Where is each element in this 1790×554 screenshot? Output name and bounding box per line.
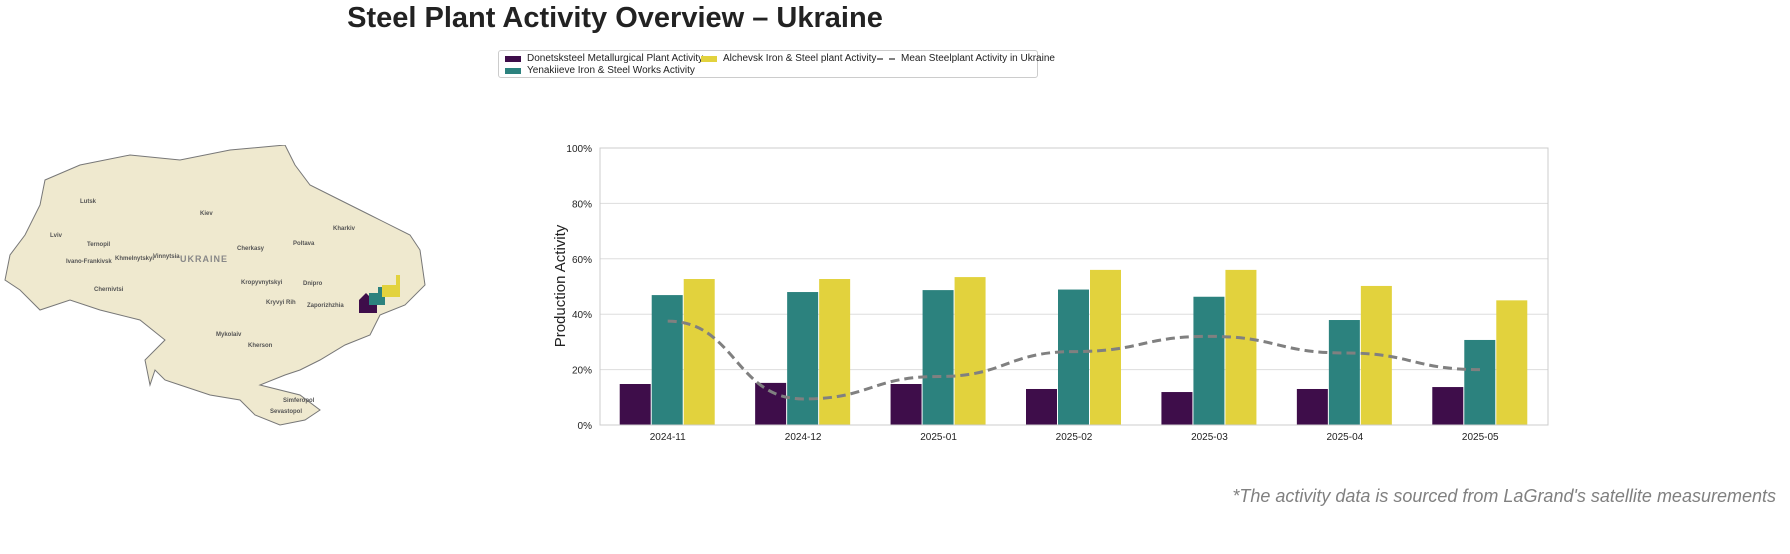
city-label: Kherson	[248, 343, 273, 349]
y-tick-label: 100%	[566, 144, 592, 155]
legend-item-yenakiieve: Yenakiieve Iron & Steel Works Activity	[505, 65, 695, 76]
legend-dash	[877, 57, 895, 60]
x-tick-label: 2024-12	[785, 432, 822, 443]
plot-frame	[599, 147, 1549, 426]
x-tick-label: 2025-01	[920, 432, 957, 443]
city-label: Vinnytsia	[153, 254, 180, 260]
legend-label: Mean Steelplant Activity in Ukraine	[901, 53, 1055, 64]
legend-label: Yenakiieve Iron & Steel Works Activity	[527, 65, 695, 76]
bar-yenakiieve	[651, 295, 683, 425]
city-label: Dnipro	[303, 281, 323, 287]
x-tick-label: 2025-02	[1056, 432, 1093, 443]
bar-alchevsk	[819, 279, 851, 425]
legend-swatch	[505, 55, 521, 62]
city-label: Ternopil	[87, 242, 111, 248]
legend-item-mean: Mean Steelplant Activity in Ukraine	[877, 53, 1055, 64]
city-label: Lutsk	[80, 199, 97, 205]
bar-donetsksteel	[619, 384, 651, 425]
legend-swatch	[701, 55, 717, 62]
city-label: Kropyvnytskyi	[241, 280, 283, 286]
city-label: Poltava	[293, 241, 315, 247]
city-label: Lviv	[50, 233, 63, 239]
bar-yenakiieve	[922, 290, 954, 425]
legend-label: Donetsksteel Metallurgical Plant Activit…	[527, 53, 704, 64]
city-label: Kiev	[200, 211, 213, 217]
factory-icon-alchevsk	[382, 275, 400, 297]
footnote: *The activity data is sourced from LaGra…	[1232, 486, 1776, 506]
x-tick-label: 2024-11	[650, 432, 686, 443]
bar-yenakiieve	[1328, 320, 1360, 425]
city-label: Chernivtsi	[94, 287, 124, 293]
bar-alchevsk	[1225, 269, 1257, 425]
x-tick-label: 2025-03	[1191, 432, 1228, 443]
mean-line	[667, 319, 1481, 401]
bar-donetsksteel	[890, 384, 922, 425]
ukraine-map: Lutsk Kiev Kharkiv Lviv Ternopil Khmelny…	[4, 145, 426, 426]
bar-yenakiieve	[1193, 296, 1225, 425]
country-label: UKRAINE	[180, 254, 228, 264]
x-tick-label: 2025-05	[1462, 432, 1499, 443]
city-label: Khmelnytskyi	[115, 256, 154, 262]
city-label: Sevastopol	[270, 409, 302, 415]
city-label: Mykolaiv	[216, 332, 242, 338]
x-tick-label: 2025-04	[1327, 432, 1364, 443]
y-tick-label: 60%	[572, 255, 592, 266]
city-label: Kharkiv	[333, 226, 356, 232]
y-tick-label: 40%	[572, 310, 592, 321]
bar-alchevsk	[1496, 300, 1528, 425]
bar-chart: 0% 20% 40% 60% 80% 100% 2024-11 2024-12 2025-01 2…	[552, 144, 1549, 443]
city-label: Zaporizhzhia	[307, 303, 344, 309]
bar-alchevsk	[1090, 269, 1121, 425]
ukraine-outline	[4, 145, 426, 426]
bar-donetsksteel	[1296, 388, 1328, 425]
legend-swatch	[505, 67, 521, 74]
bar-yenakiieve	[1058, 289, 1089, 425]
bar-donetsksteel	[755, 382, 787, 425]
bar-alchevsk	[954, 277, 986, 425]
city-label: Kryvyi Rih	[266, 300, 296, 306]
page-title: Steel Plant Activity Overview – Ukraine	[347, 2, 883, 34]
bar-donetsksteel	[1161, 392, 1193, 425]
y-tick-label: 80%	[572, 199, 592, 210]
city-label: Ivano-Frankivsk	[66, 259, 112, 265]
bar-donetsksteel	[1432, 387, 1464, 425]
bar-yenakiieve	[787, 292, 819, 425]
legend-label: Alchevsk Iron & Steel plant Activity	[723, 53, 877, 64]
city-label: Simferopol	[283, 398, 315, 404]
bar-donetsksteel	[1026, 388, 1057, 425]
bar-alchevsk	[683, 279, 715, 425]
y-tick-label: 0%	[578, 421, 593, 432]
chart-legend: Donetsksteel Metallurgical Plant Activit…	[498, 50, 1055, 78]
factory-icon-yenakiieve	[369, 287, 385, 305]
legend-item-donetsksteel: Donetsksteel Metallurgical Plant Activit…	[505, 53, 703, 64]
bar-yenakiieve	[1464, 339, 1496, 425]
city-label: Cherkasy	[237, 246, 265, 252]
legend-item-alchevsk: Alchevsk Iron & Steel plant Activity	[701, 53, 876, 64]
y-tick-label: 20%	[572, 366, 592, 377]
y-axis-label: Production Activity	[552, 224, 569, 347]
